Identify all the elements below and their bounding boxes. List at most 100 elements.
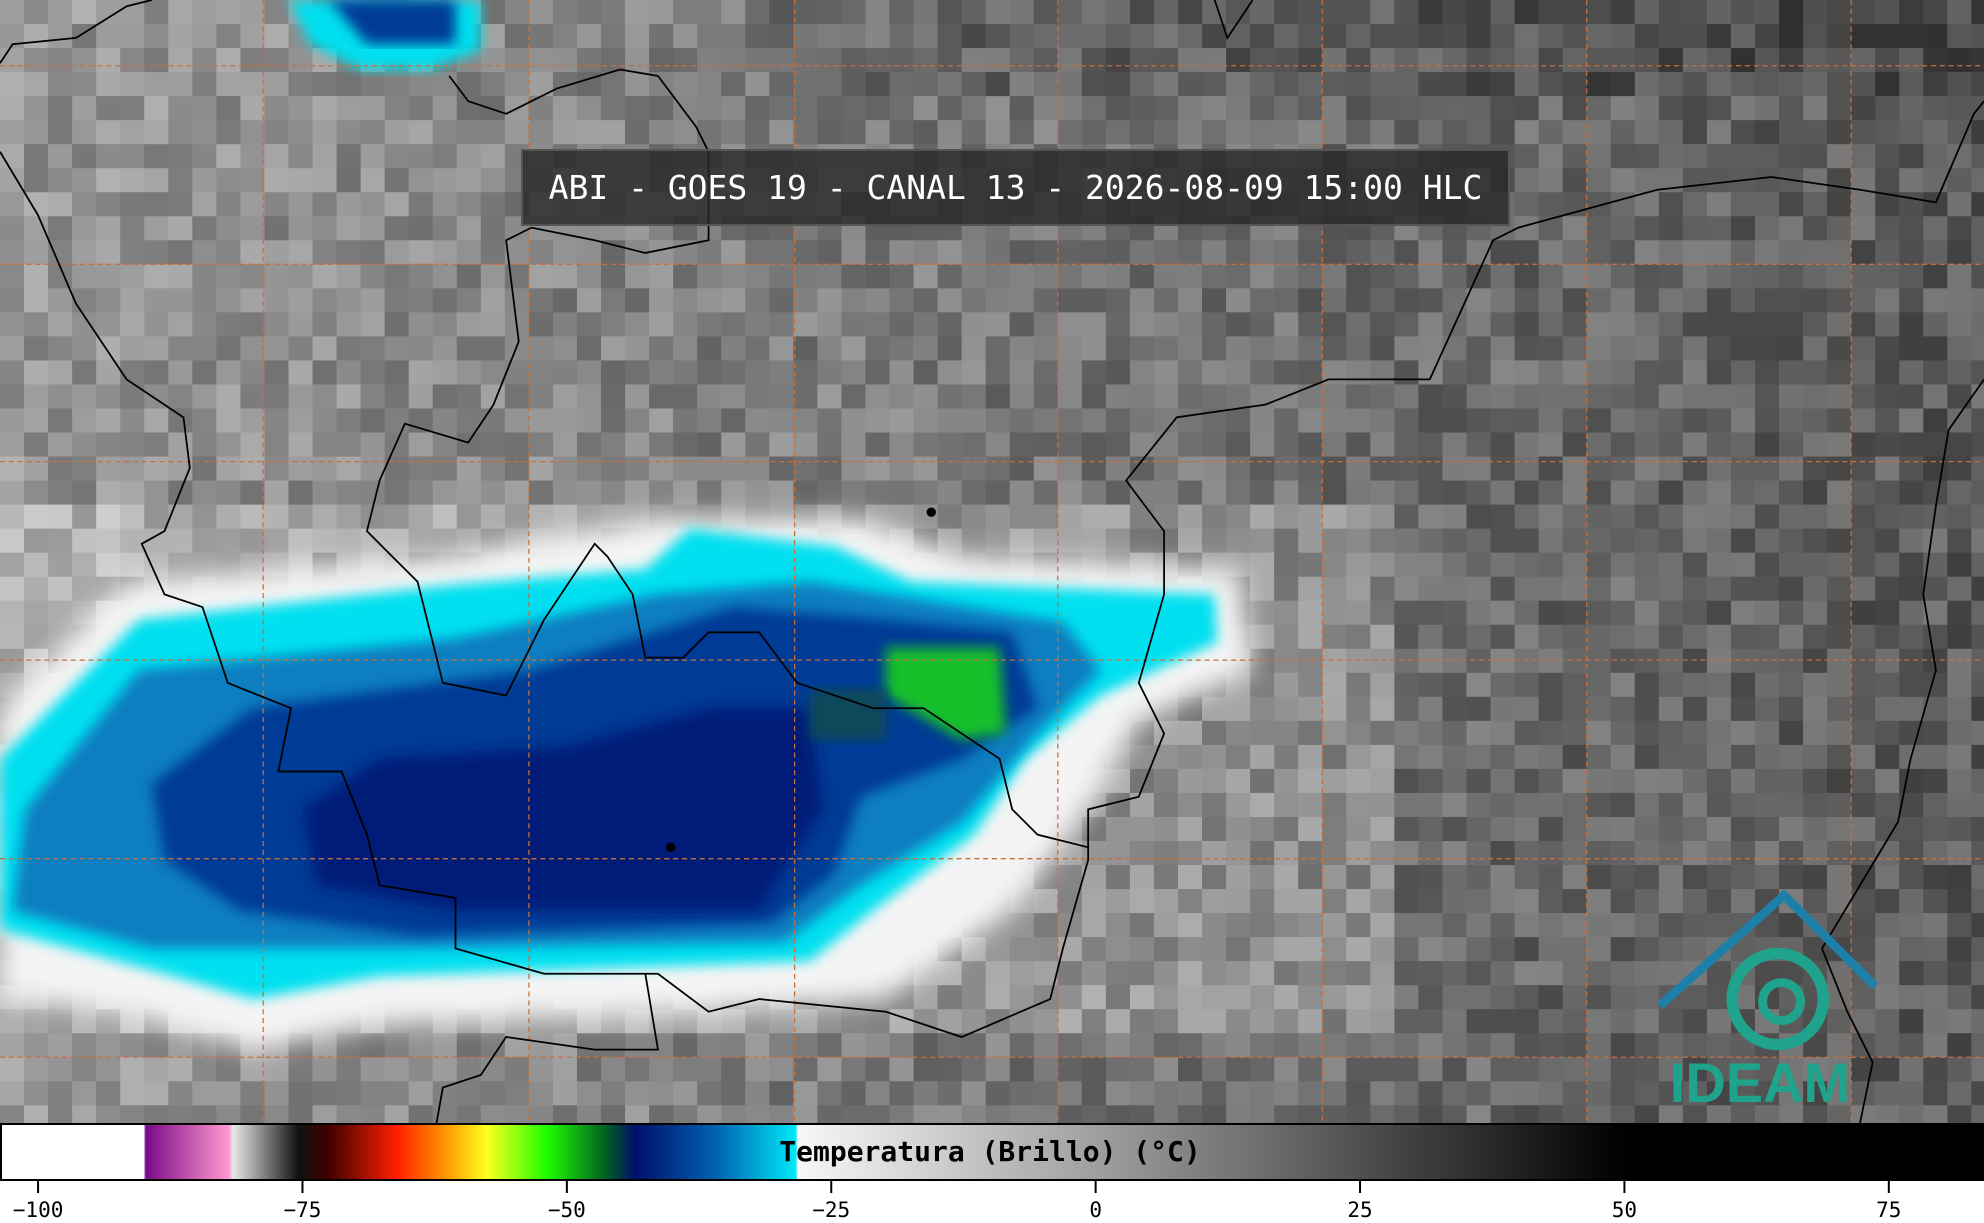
cloud-pixel [1730, 480, 1756, 506]
cloud-pixel [1658, 1105, 1684, 1123]
cloud-pixel [1562, 504, 1588, 530]
cloud-pixel [288, 168, 314, 193]
cloud-pixel [649, 384, 674, 410]
cloud-pixel [1322, 576, 1347, 602]
cloud-pixel [1875, 816, 1900, 842]
cloud-pixel [360, 1033, 386, 1058]
cloud-pixel [1538, 1057, 1564, 1082]
cloud-pixel [1803, 120, 1828, 145]
cloud-pixel [1971, 600, 1984, 626]
cloud-pixel [1851, 216, 1876, 241]
cloud-pixel [1298, 480, 1323, 506]
cloud-pixel [1923, 1105, 1948, 1123]
cloud-pixel [1538, 1105, 1564, 1123]
cloud-pixel [288, 312, 314, 338]
cloud-pixel [1153, 816, 1179, 842]
cloud-pixel [48, 408, 73, 434]
cloud-pixel [1322, 408, 1347, 434]
cloud-pixel [1298, 600, 1323, 626]
cloud-pixel [1202, 720, 1227, 746]
cloud-pixel [24, 432, 49, 458]
cloud-pixel [1851, 72, 1876, 97]
cloud-pixel [504, 288, 530, 313]
cloud-pixel [601, 120, 626, 145]
cloud-pixel [1730, 24, 1756, 49]
cloud-pixel [1754, 264, 1780, 289]
cloud-pixel [1514, 1057, 1540, 1082]
cloud-pixel [937, 24, 963, 49]
cloud-pixel [1779, 720, 1804, 746]
cloud-pixel [985, 1105, 1011, 1123]
cloud-pixel [96, 1033, 121, 1058]
cloud-pixel [552, 480, 578, 506]
cloud-pixel [1370, 288, 1395, 313]
cloud-pixel [1153, 312, 1179, 338]
cloud-pixel [288, 360, 314, 386]
cloud-pixel [216, 312, 242, 338]
cloud-pixel [1658, 576, 1684, 602]
cloud-pixel [1634, 889, 1660, 914]
cloud-pixel [769, 264, 794, 289]
cloud-pixel [1538, 384, 1564, 410]
cloud-pixel [1899, 480, 1924, 506]
cloud-pixel [1057, 408, 1083, 434]
cloud-pixel [528, 48, 554, 73]
cloud-pixel [1129, 408, 1155, 434]
cloud-pixel [1875, 0, 1900, 25]
cloud-pixel [1346, 336, 1371, 362]
cloud-pixel [360, 72, 386, 97]
cloud-pixel [1394, 865, 1420, 890]
cloud-pixel [1658, 504, 1684, 530]
cloud-pixel [336, 408, 362, 434]
cloud-pixel [673, 408, 698, 434]
cloud-pixel [1947, 648, 1972, 674]
cloud-pixel [1226, 72, 1251, 97]
cloud-pixel [1538, 120, 1564, 145]
cloud-pixel [168, 72, 193, 97]
cloud-pixel [1250, 120, 1275, 145]
cloud-pixel [1394, 768, 1420, 794]
cloud-pixel [1466, 937, 1492, 962]
cloud-pixel [1490, 816, 1516, 842]
cloud-pixel [1226, 889, 1251, 914]
cloud-pixel [1322, 1081, 1347, 1106]
cloud-pixel [312, 456, 338, 482]
cloud-pixel [24, 1009, 49, 1034]
cloud-pixel [192, 552, 217, 578]
cloud-pixel [1827, 216, 1852, 241]
cloud-pixel [1658, 24, 1684, 49]
cloud-pixel [24, 504, 49, 530]
cloud-pixel [1442, 720, 1468, 746]
cloud-pixel [697, 0, 722, 25]
cloud-pixel [240, 240, 266, 265]
cloud-pixel [1105, 913, 1131, 938]
cloud-pixel [1442, 72, 1468, 97]
cloud-pixel [1586, 528, 1612, 554]
cloud-pixel [552, 408, 578, 434]
cloud-pixel [1779, 624, 1804, 650]
cloud-pixel [0, 480, 25, 506]
cloud-pixel [769, 360, 794, 386]
cloud-pixel [1370, 648, 1395, 674]
cloud-pixel [1033, 1057, 1059, 1082]
cloud-pixel [1971, 192, 1984, 217]
cloud-pixel [1586, 889, 1612, 914]
cloud-pixel [1370, 72, 1395, 97]
cloud-pixel [456, 240, 482, 265]
cloud-pixel [673, 1057, 698, 1082]
cloud-pixel [1370, 1105, 1395, 1123]
cloud-pixel [1706, 1081, 1732, 1106]
cloud-pixel [721, 360, 746, 386]
cloud-pixel [0, 0, 25, 25]
cloud-pixel [601, 24, 626, 49]
cloud-pixel [865, 240, 891, 265]
cloud-pixel [1538, 913, 1564, 938]
cloud-pixel [769, 456, 794, 482]
cloud-pixel [745, 1009, 770, 1034]
cloud-pixel [1610, 913, 1636, 938]
cloud-pixel [456, 264, 482, 289]
cloud-pixel [1322, 312, 1347, 338]
cloud-pixel [504, 264, 530, 289]
cloud-pixel [168, 336, 193, 362]
cloud-pixel [1442, 48, 1468, 73]
